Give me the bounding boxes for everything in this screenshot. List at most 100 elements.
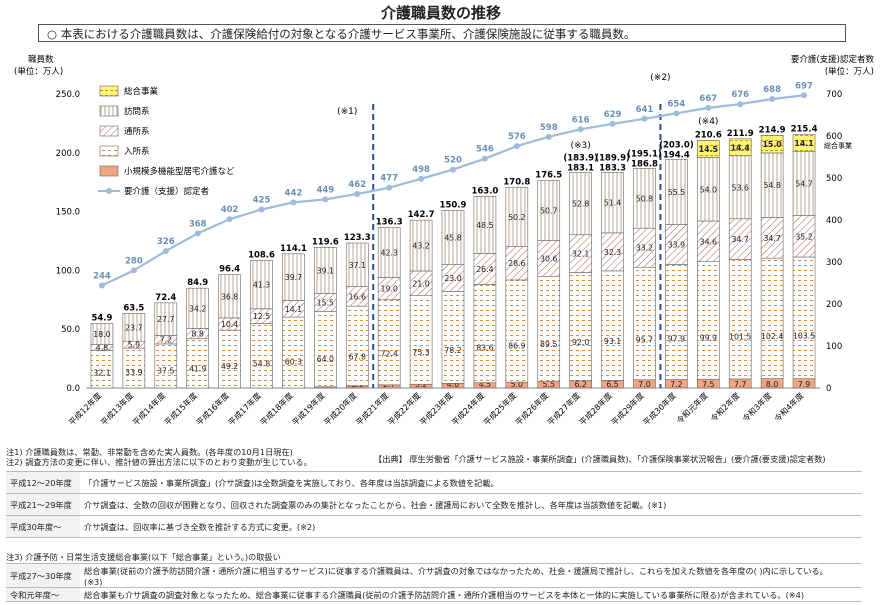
bar-total-label: 96.4	[219, 265, 240, 275]
certified-point	[162, 248, 169, 255]
bar-segment-label: 37.5	[157, 366, 174, 375]
bar-segment-residential	[505, 279, 529, 383]
right-tick-label: 300	[826, 258, 842, 268]
certified-value-label: 402	[221, 205, 239, 215]
bar-segment-label: 34.7	[763, 234, 780, 243]
bar-segment-residential	[601, 270, 624, 381]
bar-segment-sogo	[792, 134, 816, 152]
category-label: 平成22年度	[386, 390, 423, 427]
bar-segment-label: 41.9	[189, 365, 206, 374]
certified-point	[641, 115, 648, 122]
bar-segment-label: 55.5	[668, 188, 685, 197]
bar-segment-label: 83.6	[476, 343, 493, 352]
bar-segment-label: 60.3	[285, 358, 302, 367]
bar-segment-label: 49.2	[221, 362, 238, 371]
bar-segment-label: 10.4	[221, 320, 238, 329]
bar-segment-residential	[569, 272, 592, 382]
bar-segment-label: 14.1	[794, 139, 813, 148]
bar-segment-visit	[409, 219, 433, 272]
bar-segment-label: 37.1	[349, 261, 366, 270]
bar-segment-residential	[473, 284, 497, 384]
category-label: 平成15年度	[162, 390, 199, 427]
category-label: 平成29年度	[609, 390, 646, 427]
right-tick-label: 600	[826, 132, 842, 142]
certified-point	[386, 184, 393, 191]
bar-segment-label: 67.8	[349, 353, 366, 362]
bar-paren-total-label: (189.9)	[595, 153, 630, 163]
bar-segment-label: 78.2	[444, 346, 461, 355]
certified-value-label: 576	[508, 132, 526, 142]
bar-segment-label: 50.7	[540, 206, 557, 215]
left-tick-label: 150.0	[56, 208, 80, 218]
table-row: 平成30年度〜 介サ調査は、回収率に基づき全数を推計する方式に変更。(※2)	[6, 515, 862, 538]
certified-value-label: 449	[316, 185, 334, 195]
bar-segment-label: 7.0	[638, 380, 650, 389]
certified-point	[481, 155, 488, 162]
bar-segment-label: 34.7	[732, 235, 749, 244]
bar-segment-label: 50.8	[636, 194, 653, 203]
bar-segment-label: 39.1	[317, 266, 334, 275]
bar-segment-label: 23.0	[444, 274, 461, 283]
category-label: 令和元年度	[674, 390, 709, 425]
certified-point	[130, 267, 137, 274]
certified-point	[705, 104, 712, 111]
bar-segment-residential	[282, 316, 305, 389]
bar-segment-visit	[473, 196, 497, 254]
certified-value-label: 688	[763, 85, 781, 95]
certified-point	[450, 166, 456, 173]
bar-total-label: 142.7	[408, 210, 435, 220]
bar-segment-label: 18.0	[93, 330, 110, 339]
bar-segment-label: 14.4	[731, 143, 751, 152]
legend-label: 総合事業	[124, 86, 159, 97]
bar-segment-label: 6.5	[606, 380, 618, 389]
certified-value-label: 598	[540, 123, 558, 133]
bar-segment-label: 43.2	[412, 242, 429, 251]
bar-segment-label: 19.0	[380, 285, 397, 294]
bar-segment-sogo	[760, 134, 784, 154]
certified-value-label: 326	[157, 237, 175, 247]
bar-segment-label: 93.1	[604, 337, 621, 346]
bar-total-label: 176.5	[535, 171, 562, 181]
bar-segment-visit	[90, 323, 114, 345]
bar-segment-label: 72.4	[380, 350, 397, 359]
bar-segment-sogo	[697, 140, 720, 158]
bar-segment-label: 52.8	[572, 200, 589, 209]
bar-segment-label: 33.9	[125, 368, 142, 377]
category-label: 平成18年度	[258, 390, 295, 427]
bar-total-label: 150.9	[440, 200, 467, 210]
certified-value-label: 641	[636, 105, 654, 115]
certified-value-label: 498	[412, 165, 430, 175]
note-box: ○ 本表における介護職員数は、介護保険給付の対象となる介護サービス事業所、介護保…	[38, 24, 846, 42]
category-label: 平成24年度	[449, 390, 486, 427]
annotation-sogo: 総合事業	[824, 141, 852, 150]
certified-point	[354, 190, 361, 197]
certified-point	[801, 92, 808, 99]
left-axis-unit: (単位：万人)	[14, 66, 63, 77]
legend-day-swatch	[99, 125, 119, 137]
category-label: 令和4年度	[772, 390, 805, 423]
bar-segment-visit	[601, 172, 624, 234]
footnote-1: 注1) 介護職員数は、常勤、非常勤を含めた実人員数。(各年度の10月1日現在)	[6, 447, 293, 457]
bar-total-label: 136.3	[376, 218, 403, 228]
bar-segment-residential	[665, 264, 688, 380]
category-label: 平成27年度	[545, 390, 582, 427]
category-label: 平成25年度	[481, 390, 518, 427]
bar-segment-label: 32.3	[604, 248, 621, 257]
bar-segment-residential	[792, 256, 816, 380]
category-label: 平成30年度	[641, 390, 678, 427]
certified-value-label: 676	[731, 90, 749, 100]
certified-value-label: 477	[380, 174, 398, 184]
category-label: 平成28年度	[577, 390, 614, 427]
certified-point	[98, 282, 105, 289]
bar-segment-visit	[345, 242, 369, 287]
bar-segment-label: 39.7	[285, 273, 302, 282]
bar-total-label: 123.3	[344, 233, 371, 243]
survey-method-table: 平成12〜20年度 「介護サービス施設・事業所調査」(介サ調査)は全数調査を実施…	[6, 471, 862, 538]
right-tick-label: 700	[826, 90, 842, 100]
bar-segment-label: 28.6	[508, 259, 525, 268]
category-label: 平成12年度	[66, 390, 103, 427]
certified-point	[194, 230, 201, 237]
category-label: 平成16年度	[194, 390, 231, 427]
bar-segment-label: 14.5	[699, 145, 718, 154]
left-tick-label: 250.0	[56, 90, 80, 100]
